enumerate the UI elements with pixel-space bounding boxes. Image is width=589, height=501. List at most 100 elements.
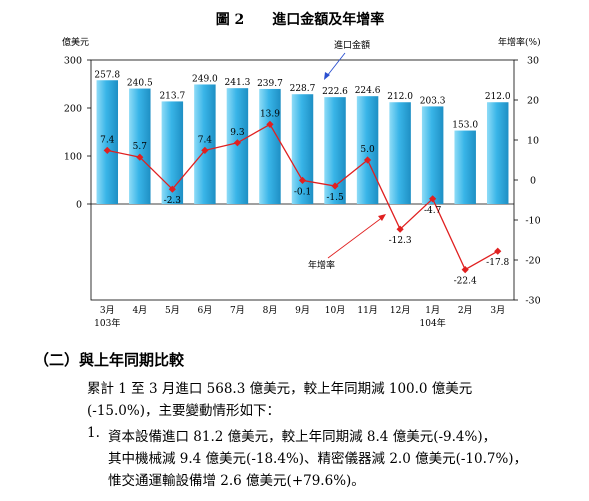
growth-value-label: -12.3 — [389, 236, 412, 246]
bar-value-label: 241.3 — [225, 78, 251, 88]
bar-value-label: 213.7 — [159, 91, 185, 101]
growth-point — [168, 185, 176, 193]
bar-labels: 257.8 240.5 213.7 249.0 241.3 239.7 228.7 222.6… — [94, 70, 511, 130]
left-axis-unit: 億美元 — [62, 36, 89, 48]
bar — [421, 106, 444, 204]
right-tick-label: -10 — [525, 216, 540, 227]
bar-value-label: 249.0 — [192, 74, 218, 84]
bar-value-label: 228.7 — [290, 84, 316, 94]
right-tick-label: -20 — [525, 256, 540, 267]
callout-growth-arrowhead — [378, 214, 386, 221]
growth-value-label: -1.5 — [326, 193, 344, 203]
category-label: 12月 — [390, 305, 410, 316]
right-axis: 30 20 10 0 -10 -20 -30 — [514, 56, 541, 307]
callout-growth-label: 年增率 — [308, 259, 335, 271]
left-tick-label: 0 — [76, 200, 82, 211]
callout-amount-label: 進口金額 — [334, 39, 370, 51]
bar-value-label: 203.3 — [420, 96, 446, 106]
bar-value-label: 224.6 — [355, 86, 381, 96]
bar — [291, 94, 314, 204]
left-tick-label: 100 — [64, 152, 82, 163]
bar — [324, 97, 346, 204]
item-1-number: 1. — [87, 425, 100, 441]
callout-amount-arrow — [326, 52, 346, 77]
left-axis: 300 200 100 0 — [64, 56, 91, 211]
left-tick-label: 200 — [64, 104, 82, 115]
bar — [389, 102, 411, 204]
year-label: 103年 — [94, 317, 120, 329]
category-label: 10月 — [325, 305, 345, 316]
growth-value-label: -2.3 — [164, 196, 182, 206]
right-tick-label: -30 — [525, 296, 540, 307]
category-label: 3月 — [100, 305, 115, 316]
bar-value-label: 257.8 — [94, 70, 120, 80]
bar — [129, 88, 151, 204]
callout-growth-arrow — [327, 216, 384, 259]
category-label: 4月 — [132, 305, 147, 316]
growth-value-label: 7.4 — [198, 135, 213, 145]
category-label: 7月 — [230, 305, 245, 316]
year-label: 104年 — [420, 317, 446, 329]
bar — [454, 130, 476, 204]
summary-line-1: 累計 1 至 3 月進口 568.3 億美元，較上年同期減 100.0 億美元 — [87, 381, 473, 397]
category-label: 6月 — [198, 305, 213, 316]
growth-point — [136, 153, 144, 161]
growth-point — [331, 182, 339, 190]
right-tick-label: 0 — [530, 176, 536, 187]
callout-amount-arrowhead — [324, 72, 330, 80]
figure-title: 圖 2 進口金額及年增率 — [216, 11, 385, 28]
category-label: 8月 — [263, 305, 278, 316]
section-heading: （二）與上年同期比較 — [34, 351, 185, 369]
bar — [486, 102, 509, 204]
bar-value-label: 239.7 — [257, 79, 283, 89]
bar — [259, 88, 281, 204]
item-1-line-1: 資本設備進口 81.2 億美元，較上年同期減 8.4 億美元(-9.4%)， — [108, 429, 497, 445]
bar — [356, 96, 379, 204]
item-1-line-2: 其中機械減 9.4 億美元(-18.4%)、精密儀器減 2.0 億美元(-10.… — [108, 451, 528, 467]
growth-value-label: -17.8 — [486, 258, 509, 268]
bar — [96, 80, 119, 204]
growth-point — [201, 146, 209, 154]
growth-point — [103, 146, 111, 154]
growth-value-label: 13.9 — [260, 109, 280, 119]
growth-point — [298, 176, 307, 184]
growth-point — [266, 120, 274, 128]
growth-point — [461, 266, 469, 274]
growth-value-label: 5.0 — [360, 145, 375, 155]
growth-value-label: -22.4 — [454, 277, 477, 287]
growth-value-label: 9.3 — [230, 128, 245, 138]
category-label: 3月 — [490, 305, 505, 316]
bar-value-label: 222.6 — [322, 87, 348, 97]
category-label: 1月 — [425, 305, 440, 316]
right-tick-label: 30 — [527, 56, 539, 67]
growth-point — [396, 225, 404, 233]
bar-series — [96, 80, 509, 204]
growth-point — [363, 156, 372, 164]
bar-value-label: 212.0 — [485, 92, 511, 102]
item-1-line-3: 惟交通運輸設備增 2.6 億美元(+79.6%)。 — [108, 473, 365, 489]
category-label: 11月 — [357, 305, 377, 316]
bar-value-label: 212.0 — [387, 92, 413, 102]
growth-value-label: -0.1 — [294, 187, 311, 197]
growth-point — [494, 247, 502, 255]
right-axis-unit: 年增率(%) — [498, 36, 541, 48]
growth-point — [429, 195, 437, 203]
left-tick-label: 300 — [64, 56, 82, 67]
growth-point — [233, 139, 242, 147]
category-label: 2月 — [458, 305, 473, 316]
growth-value-label: -4.7 — [424, 206, 442, 216]
growth-value-label: 7.4 — [100, 135, 115, 145]
bar — [161, 101, 184, 204]
bar-value-label: 240.5 — [127, 79, 153, 89]
bar-value-label: 153.0 — [452, 121, 478, 131]
right-tick-label: 20 — [527, 96, 539, 107]
category-label: 9月 — [295, 305, 310, 316]
bar — [194, 84, 216, 204]
growth-line-series: 7.4 5.7 -2.3 7.4 9.3 13.9 -0.1 -1.5 5.0 -12.3 -4.7… — [100, 109, 509, 286]
summary-line-2: (-15.0%)，主要變動情形如下： — [87, 403, 280, 419]
growth-value-label: 5.7 — [133, 142, 148, 152]
right-tick-label: 10 — [527, 136, 539, 147]
category-label: 5月 — [165, 305, 180, 316]
